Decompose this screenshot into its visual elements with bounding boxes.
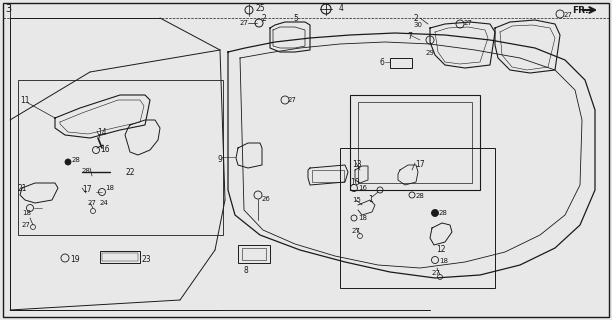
Bar (390, 58, 412, 68)
Text: 18: 18 (439, 258, 448, 264)
Circle shape (65, 159, 71, 165)
Text: 26: 26 (262, 196, 271, 202)
Text: 28: 28 (439, 210, 448, 216)
Text: 27: 27 (352, 228, 361, 234)
Text: 2: 2 (262, 14, 267, 23)
Bar (100, 251, 140, 263)
Circle shape (431, 210, 439, 217)
Text: 29: 29 (426, 50, 435, 56)
Bar (350, 95, 480, 190)
Text: 11: 11 (20, 96, 29, 105)
Text: 7: 7 (407, 32, 412, 41)
Text: 27: 27 (22, 222, 31, 228)
Text: 30: 30 (413, 22, 422, 28)
Text: 1: 1 (368, 195, 373, 204)
Text: 10: 10 (350, 178, 360, 187)
Text: 23: 23 (142, 255, 152, 264)
Bar (18, 80, 223, 235)
Text: 27: 27 (88, 200, 97, 206)
Text: 4: 4 (339, 4, 344, 13)
Text: 14: 14 (97, 128, 106, 137)
Text: 27: 27 (564, 12, 573, 18)
Text: 18: 18 (105, 185, 114, 191)
Text: 24: 24 (100, 200, 109, 206)
Text: 28: 28 (72, 157, 81, 163)
Text: 13: 13 (352, 160, 362, 169)
Text: 17: 17 (415, 160, 425, 169)
Text: 15: 15 (352, 197, 361, 203)
Text: 3: 3 (5, 4, 11, 14)
Text: 18: 18 (358, 215, 367, 221)
Text: 16: 16 (100, 145, 110, 154)
Bar (238, 245, 270, 263)
Text: 6: 6 (380, 58, 385, 67)
Text: 18: 18 (22, 210, 31, 216)
Text: 8: 8 (244, 266, 248, 275)
Text: 28: 28 (82, 168, 91, 174)
Text: 17: 17 (82, 185, 92, 194)
Text: FR.: FR. (572, 6, 589, 15)
Text: 28: 28 (416, 193, 425, 199)
Text: 25: 25 (256, 4, 266, 13)
Bar (102, 253, 138, 261)
Text: 27: 27 (288, 97, 297, 103)
Text: 19: 19 (70, 255, 80, 264)
Text: 16: 16 (358, 185, 367, 191)
Text: 5: 5 (293, 14, 298, 23)
Bar (358, 102, 472, 183)
Text: 2: 2 (413, 14, 418, 23)
Bar (340, 148, 495, 288)
Text: 22: 22 (125, 168, 135, 177)
Text: 21: 21 (18, 184, 28, 193)
Text: 12: 12 (436, 245, 446, 254)
Text: 27: 27 (432, 270, 441, 276)
Bar (242, 248, 266, 260)
Text: 9: 9 (218, 155, 223, 164)
Bar (312, 170, 344, 182)
Text: 27: 27 (240, 20, 249, 26)
Text: 27: 27 (464, 20, 473, 26)
